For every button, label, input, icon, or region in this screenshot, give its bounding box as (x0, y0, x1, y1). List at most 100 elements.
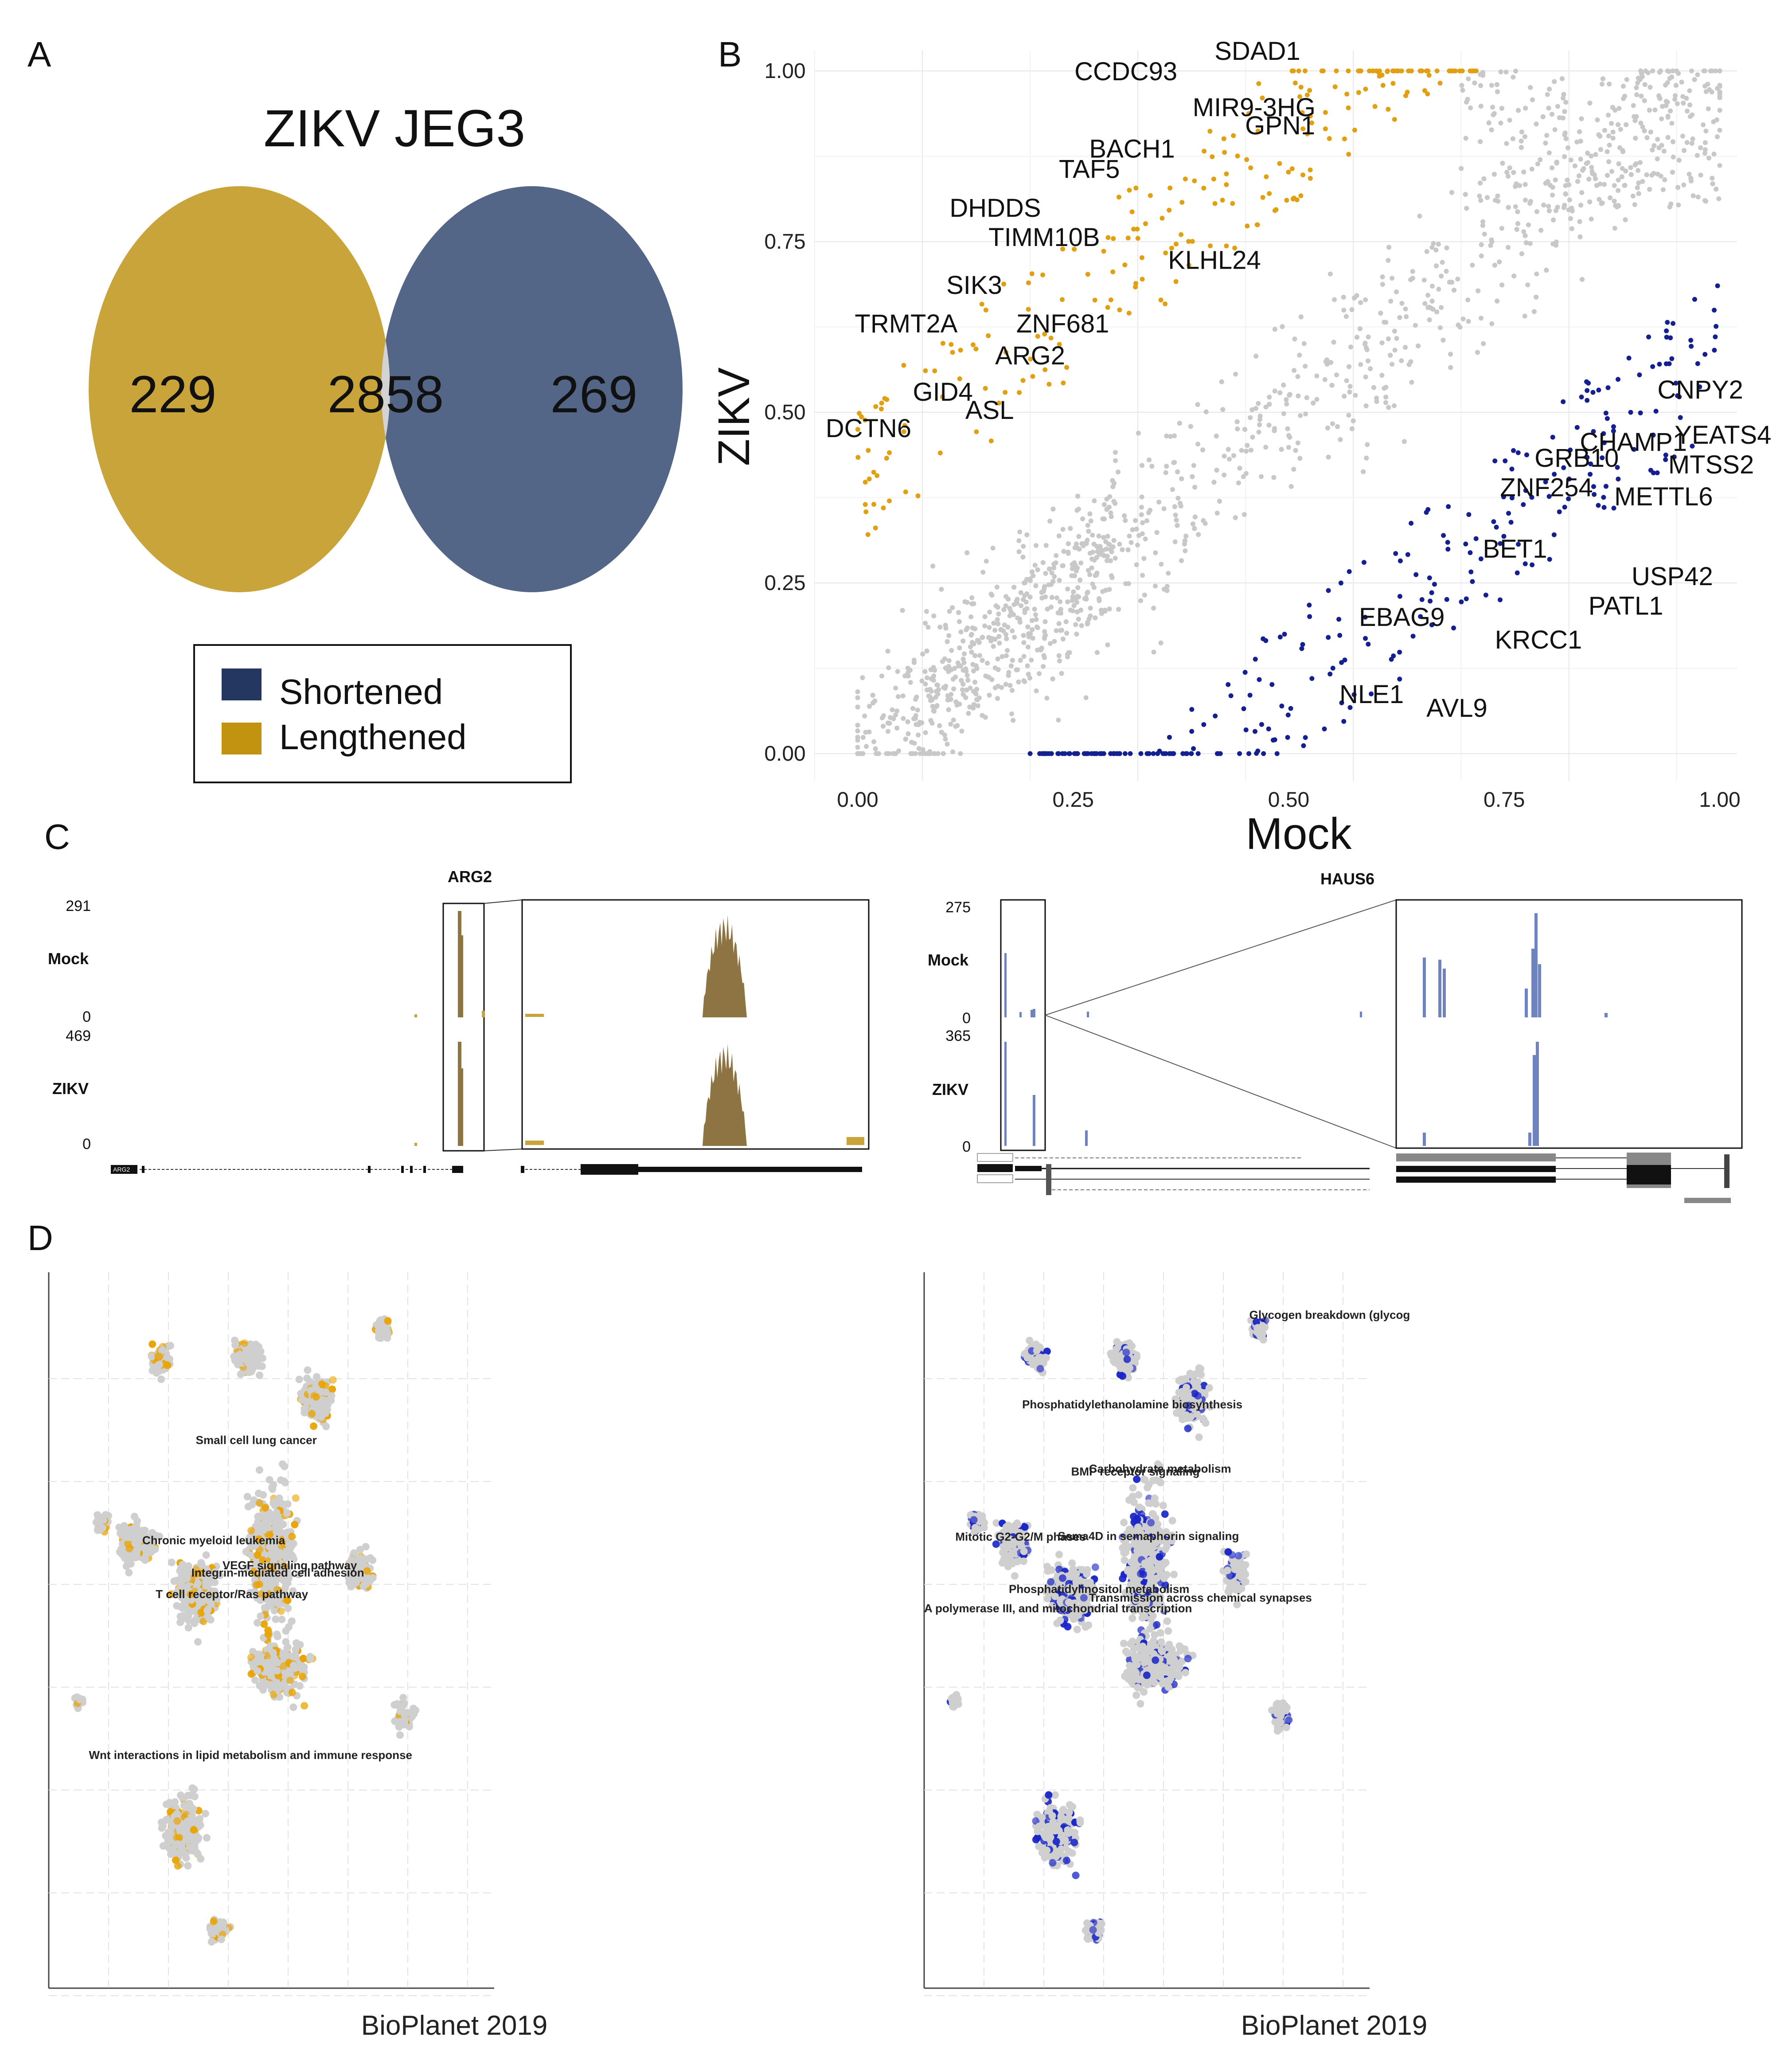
scatter-point-unchanged (1491, 172, 1497, 177)
scatter-point-shortened (1432, 582, 1437, 587)
scatter-point-unchanged (1706, 155, 1711, 160)
scatter-point-shortened (1242, 670, 1248, 675)
scatter-point-shortened (1601, 440, 1607, 446)
scatter-point-lengthened (856, 410, 862, 416)
scatter-point-unchanged (1363, 403, 1369, 409)
scatter-point-lengthened (1422, 88, 1427, 93)
scatter-point-unchanged (1605, 173, 1610, 178)
scatter-point-unchanged (1031, 573, 1036, 578)
scatter-point-lengthened (1380, 83, 1386, 88)
scatter-point-unchanged (1134, 526, 1139, 532)
scatter-point-unchanged (1552, 79, 1557, 84)
scatter-point-unchanged (1528, 199, 1533, 204)
arg2-mock-small-1 (414, 1014, 417, 1017)
scatter-point-shortened (1274, 751, 1280, 756)
haus6-zoom-end (1724, 1154, 1730, 1188)
scatter-point-unchanged (1147, 457, 1152, 463)
umap-point-lengthened (257, 1590, 265, 1598)
scatter-point-unchanged (1695, 72, 1700, 78)
scatter-point-unchanged (1535, 161, 1540, 167)
scatter-point-unchanged (1555, 204, 1560, 210)
scatter-point-unchanged (1220, 407, 1226, 412)
scatter-point-lengthened (1448, 68, 1454, 74)
umap-point-lengthened (301, 1702, 308, 1710)
scatter-point-unchanged (1140, 463, 1145, 468)
scatter-point-shortened (1601, 495, 1606, 500)
scatter-point-unchanged (1577, 219, 1582, 224)
scatter-point-unchanged (1046, 566, 1052, 571)
scatter-point-unchanged (1005, 625, 1011, 630)
scatter-point-unchanged (1007, 683, 1013, 688)
scatter-point-shortened (1601, 431, 1606, 436)
scatter-point-unchanged (1602, 128, 1608, 133)
scatter-point-unchanged (1633, 136, 1638, 141)
scatter-point-unchanged (1222, 453, 1227, 459)
scatter-point-unchanged (1545, 92, 1550, 97)
scatter-point-lengthened (1304, 92, 1310, 98)
scatter-point-lengthened (1224, 171, 1229, 176)
scatter-point-unchanged (855, 728, 860, 734)
scatter-point-unchanged (1138, 598, 1143, 603)
scatter-point-unchanged (924, 609, 929, 614)
scatter-point-unchanged (1682, 148, 1687, 153)
umap-point (192, 1818, 200, 1826)
scatter-point-shortened (1478, 556, 1484, 562)
scatter-point-shortened (1279, 704, 1284, 709)
scatter-point-unchanged (1623, 217, 1628, 223)
scatter-point-unchanged (1511, 273, 1517, 278)
scatter-point-lengthened (979, 301, 984, 307)
scatter-point-unchanged (1113, 450, 1118, 455)
scatter-point-shortened (1237, 751, 1242, 756)
umap-point (168, 1559, 176, 1567)
scatter-point-unchanged (1663, 99, 1669, 104)
scatter-point-unchanged (1590, 171, 1595, 176)
scatter-point-unchanged (1039, 645, 1044, 651)
scatter-point-lengthened (1040, 272, 1046, 278)
scatter-point-unchanged (1560, 76, 1565, 81)
scatter-point-unchanged (980, 658, 985, 663)
scatter-point-unchanged (1382, 386, 1387, 391)
scatter-point-unchanged (1139, 504, 1144, 510)
scatter-point-unchanged (932, 751, 937, 756)
scatter-point-shortened (1688, 338, 1694, 343)
umap-point (269, 1485, 277, 1493)
scatter-point-unchanged (901, 716, 906, 721)
scatter-point-lengthened (886, 498, 892, 504)
scatter-point-shortened (1689, 344, 1694, 349)
scatter-point-lengthened (1224, 243, 1229, 249)
scatter-point-unchanged (1544, 268, 1549, 273)
scatter-point-unchanged (1242, 512, 1247, 517)
umap-point (270, 1654, 278, 1662)
haus6-mock-min: 0 (962, 1010, 971, 1027)
scatter-point-shortened (1596, 387, 1601, 393)
scatter-gene-label: TAF5 (1059, 155, 1120, 184)
scatter-gene-labels: CCDC93SDAD1MIR9-3HGGPN1BACH1TAF5DHDDSTIM… (826, 37, 1772, 723)
scatter-point-unchanged (969, 595, 975, 600)
scatter-point-shortened (1714, 324, 1719, 329)
scatter-point-unchanged (947, 609, 952, 614)
scatter-point-unchanged (1493, 198, 1498, 203)
scatter-point-unchanged (1292, 336, 1297, 342)
scatter-point-unchanged (1021, 654, 1027, 659)
scatter-point-lengthened (1344, 91, 1350, 97)
scatter-point-shortened (1191, 746, 1196, 751)
scatter-point-unchanged (962, 651, 967, 657)
scatter-point-shortened (1568, 447, 1573, 453)
scatter-point-unchanged (1021, 543, 1026, 549)
scatter-point-unchanged (917, 751, 923, 756)
scatter-point-unchanged (1163, 470, 1168, 475)
scatter-point-unchanged (1012, 634, 1017, 640)
scatter-point-unchanged (1676, 157, 1682, 163)
umap-point (181, 1850, 189, 1858)
scatter-point-unchanged (886, 729, 891, 734)
scatter-point-unchanged (1639, 71, 1644, 77)
scatter-point-unchanged (1628, 172, 1634, 177)
umap-point (167, 1342, 175, 1350)
scatter-point-unchanged (1087, 511, 1093, 516)
scatter-point-shortened (1632, 447, 1637, 452)
scatter-point-unchanged (1698, 145, 1703, 150)
scatter-point-unchanged (1341, 294, 1346, 300)
scatter-point-unchanged (920, 747, 925, 752)
scatter-point-unchanged (1562, 203, 1567, 208)
scatter-point-unchanged (945, 742, 950, 747)
